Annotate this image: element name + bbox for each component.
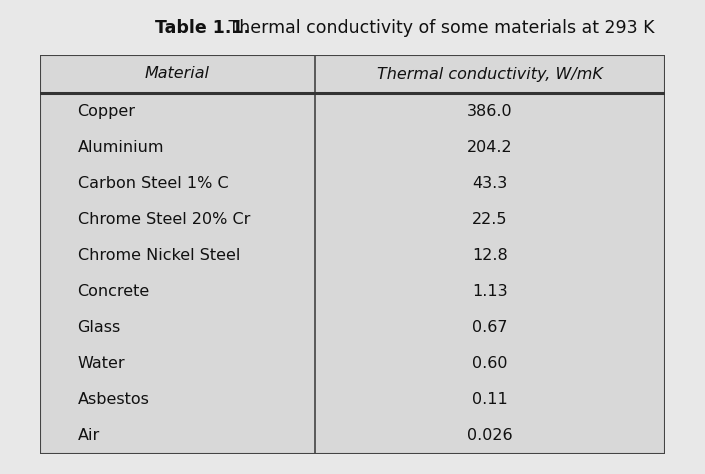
Text: Carbon Steel 1% C: Carbon Steel 1% C: [78, 176, 228, 191]
Text: Concrete: Concrete: [78, 284, 149, 299]
Text: Table 1.1.: Table 1.1.: [155, 19, 250, 37]
Text: Chrome Steel 20% Cr: Chrome Steel 20% Cr: [78, 212, 250, 227]
Text: Chrome Nickel Steel: Chrome Nickel Steel: [78, 248, 240, 263]
Text: Water: Water: [78, 356, 125, 371]
Text: 43.3: 43.3: [472, 176, 508, 191]
Text: Asbestos: Asbestos: [78, 392, 149, 407]
Text: 386.0: 386.0: [467, 103, 513, 118]
Text: Copper: Copper: [78, 103, 135, 118]
Text: 22.5: 22.5: [472, 212, 508, 227]
Text: 0.60: 0.60: [472, 356, 508, 371]
Text: Glass: Glass: [78, 320, 121, 335]
Text: 0.026: 0.026: [467, 428, 513, 444]
Text: 1.13: 1.13: [472, 284, 508, 299]
Text: Air: Air: [78, 428, 99, 444]
Text: Thermal conductivity of some materials at 293 K: Thermal conductivity of some materials a…: [223, 19, 655, 37]
Text: 0.11: 0.11: [472, 392, 508, 407]
Text: Aluminium: Aluminium: [78, 140, 164, 155]
Text: 204.2: 204.2: [467, 140, 513, 155]
Text: Thermal conductivity, W/mK: Thermal conductivity, W/mK: [377, 66, 603, 82]
Text: 12.8: 12.8: [472, 248, 508, 263]
Text: 0.67: 0.67: [472, 320, 508, 335]
Text: Material: Material: [145, 66, 210, 82]
